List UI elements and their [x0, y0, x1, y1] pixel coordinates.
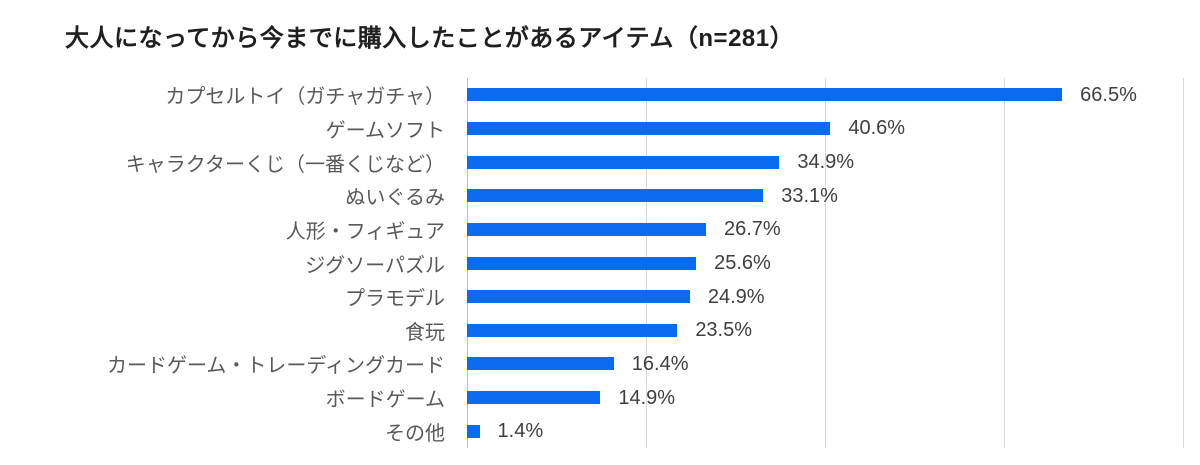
chart-title: 大人になってから今までに購入したことがあるアイテム（n=281）: [65, 25, 795, 52]
plot-area: 66.5% 40.6% 34.9% 33.1% 26.7% 25.6% 24.9% 23.5%…: [467, 78, 1184, 448]
category-label: カプセルトイ（ガチャガチャ）: [165, 86, 445, 109]
category-label: ジグソーパズル: [305, 254, 445, 277]
bar: [467, 290, 690, 304]
bar-row: 14.9%: [467, 381, 1183, 415]
category-axis: カプセルトイ（ガチャガチャ） ゲームソフトキャラクターくじ（一番くじなど） ぬいぐる…: [0, 78, 445, 448]
bar: [467, 155, 780, 169]
value-label: 23.5%: [695, 319, 753, 342]
value-label: 34.9%: [797, 151, 855, 174]
value-label: 16.4%: [631, 352, 689, 375]
category-label: ゲームソフト: [325, 119, 445, 142]
bar-row: 66.5%: [467, 78, 1183, 112]
value-label: 14.9%: [618, 386, 676, 409]
bar-rows: 66.5% 40.6% 34.9% 33.1% 26.7% 25.6% 24.9% 23.5%…: [467, 78, 1183, 448]
bar: [467, 357, 614, 371]
category-label: カードゲーム・トレーディングカード: [107, 355, 445, 378]
bar-row: 24.9%: [467, 280, 1183, 314]
category-label: 人形・フィギュア: [285, 220, 445, 243]
bar: [467, 121, 831, 135]
category-label: キャラクターくじ（一番くじなど）: [125, 153, 445, 176]
bar-row: 1.4%: [467, 414, 1183, 448]
value-label: 40.6%: [848, 117, 906, 140]
category-label: ボードゲーム: [325, 389, 445, 412]
bar: [467, 88, 1063, 102]
bar-row: 33.1%: [467, 179, 1183, 213]
bar: [467, 256, 697, 270]
category-label: プラモデル: [345, 288, 445, 311]
value-label: 26.7%: [723, 218, 781, 241]
bar: [467, 323, 678, 337]
bar-row: 26.7%: [467, 213, 1183, 247]
value-label: 1.4%: [497, 420, 544, 443]
category-label: その他: [385, 422, 445, 445]
gridline-60: [1004, 78, 1005, 448]
category-label: 食玩: [405, 321, 445, 344]
bar-row: 16.4%: [467, 347, 1183, 381]
bar-row: 23.5%: [467, 313, 1183, 347]
bar: [467, 424, 480, 438]
value-label: 33.1%: [781, 184, 838, 207]
bar-row: 25.6%: [467, 246, 1183, 280]
value-label: 25.6%: [714, 252, 771, 275]
value-label: 66.5%: [1080, 83, 1137, 106]
bar-row: 40.6%: [467, 112, 1183, 146]
bar-row: 34.9%: [467, 145, 1183, 179]
gridline-40: [825, 78, 826, 448]
value-label: 24.9%: [707, 285, 765, 308]
bar: [467, 391, 601, 405]
category-label: ぬいぐるみ: [345, 187, 445, 210]
bar: [467, 189, 764, 203]
bar: [467, 222, 706, 236]
gridline-80: [1183, 78, 1184, 448]
